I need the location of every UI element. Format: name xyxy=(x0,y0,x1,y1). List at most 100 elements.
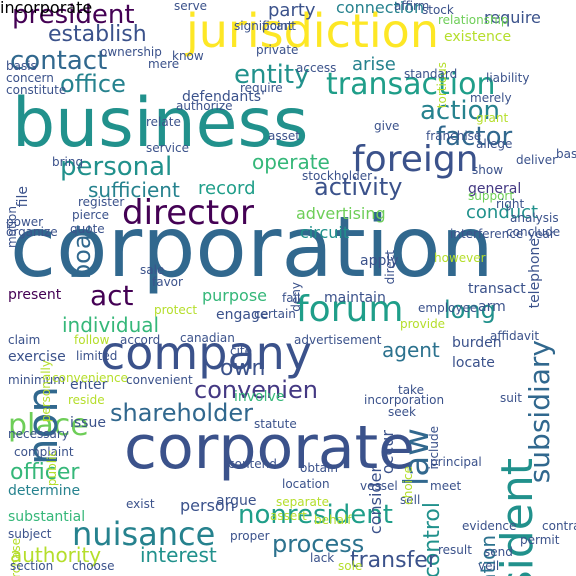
word-affidavit: affidavit xyxy=(490,329,540,343)
word-public: public xyxy=(45,450,59,487)
word-long: long xyxy=(444,296,496,324)
word-file: file xyxy=(15,186,31,208)
word-accord: accord xyxy=(120,333,161,347)
word-determine: determine xyxy=(8,483,81,499)
word-canadian: canadian xyxy=(180,331,235,345)
word-certain: certain xyxy=(254,307,296,321)
word-personally: personally xyxy=(39,360,53,423)
word-fail: fail xyxy=(282,291,301,305)
word-behalf: behalf xyxy=(314,513,352,527)
word-apply: apply xyxy=(360,253,399,269)
word-jurisdiction: jurisdiction xyxy=(186,4,439,58)
word-follow: follow xyxy=(74,333,110,347)
word-favor: favor xyxy=(152,275,183,289)
word-circuit: circuit xyxy=(300,223,350,242)
word-president: president xyxy=(12,0,135,30)
word-nuisance: nuisance xyxy=(72,515,216,553)
word-forum: forum xyxy=(296,289,404,330)
word-engage: engage xyxy=(216,307,269,323)
word-know: know xyxy=(172,49,204,63)
word-connection: connection xyxy=(336,0,425,17)
word-party: party xyxy=(268,0,316,21)
word-deliver: deliver xyxy=(516,153,558,167)
word-convenience: convenience xyxy=(52,371,128,385)
word-year: year xyxy=(528,227,555,241)
word-significant: significant xyxy=(234,19,296,33)
word-evidence: evidence xyxy=(462,519,517,533)
word-however: however xyxy=(434,251,486,265)
word-general: general xyxy=(468,181,522,197)
word-corporate: corporate xyxy=(124,413,416,483)
word-ownership: ownership xyxy=(100,45,162,59)
word-affirm: affirm xyxy=(394,0,430,13)
word-pierce: pierce xyxy=(72,208,109,222)
word-present: present xyxy=(8,287,62,303)
word-take: take xyxy=(398,383,424,397)
word-transfer: transfer xyxy=(350,548,437,573)
word-result: result xyxy=(438,543,472,557)
word-liability: liability xyxy=(486,71,530,85)
word-contract: contract xyxy=(542,519,576,533)
word-arm: arm xyxy=(478,299,506,315)
word-director: director xyxy=(122,193,254,233)
word-support: support xyxy=(468,189,515,203)
word-relate: relate xyxy=(146,115,181,129)
word-require-small: require xyxy=(240,81,283,95)
word-quote: quote xyxy=(70,222,105,236)
word-asset: asset xyxy=(268,129,300,143)
word-complaint: complaint xyxy=(14,445,74,459)
word-issue: issue xyxy=(70,415,106,431)
word-provide: provide xyxy=(400,317,446,331)
word-contend: contend xyxy=(228,457,277,471)
word-arise: arise xyxy=(352,54,396,75)
word-location: location xyxy=(282,477,330,491)
word-point: point xyxy=(262,19,293,33)
word-foreign: foreign xyxy=(352,139,479,180)
word-suit: suit xyxy=(500,391,522,405)
word-obtain: obtain xyxy=(300,461,338,475)
word-agent: agent xyxy=(382,338,440,362)
word-convenient: convenient xyxy=(126,373,193,387)
word-basis: basis xyxy=(6,59,37,73)
word-process: process xyxy=(272,530,365,558)
word-grant: grant xyxy=(476,111,509,125)
word-purpose: purpose xyxy=(202,286,267,305)
word-right: right xyxy=(496,197,525,211)
word-service: service xyxy=(146,141,189,155)
word-locate: locate xyxy=(452,355,495,371)
word-meet: meet xyxy=(430,479,462,493)
word-enter: enter xyxy=(70,377,108,393)
word-maintain: maintain xyxy=(324,290,386,306)
word-seek: seek xyxy=(388,405,416,419)
word-power: power xyxy=(6,215,44,229)
word-sole: sole xyxy=(338,559,363,573)
word-reside: reside xyxy=(68,393,105,407)
word-argue: argue xyxy=(216,493,257,509)
word-sale: sale xyxy=(140,263,165,277)
word-operate: operate xyxy=(252,150,330,174)
word-separate: separate xyxy=(276,495,329,509)
word-existence: existence xyxy=(444,29,512,45)
word-choose: choose xyxy=(72,559,115,573)
word-action: action xyxy=(420,96,501,126)
word-veil: veil xyxy=(478,559,500,573)
word-defendants: defendants' xyxy=(182,89,265,105)
word-interest: interest xyxy=(140,543,217,567)
word-subsidiary: subsidiary xyxy=(523,340,556,484)
word-give: give xyxy=(374,119,400,133)
word-record: record xyxy=(198,178,256,199)
word-company: company xyxy=(100,326,313,380)
word-relationship: relationship xyxy=(438,13,509,27)
word-stock: stock xyxy=(422,3,454,17)
word-constitute: constitute xyxy=(6,83,67,97)
word-convenien: convenien xyxy=(194,376,318,404)
word-exist: exist xyxy=(126,497,155,511)
word-act: act xyxy=(90,279,134,312)
word-require: require xyxy=(484,8,541,27)
word-incorporation: incorporation xyxy=(364,393,445,407)
word-vessel: vessel xyxy=(360,479,398,493)
word-occur: occur xyxy=(378,430,397,475)
word-establish: establish xyxy=(48,22,147,47)
word-mere: mere xyxy=(148,57,180,71)
word-shareholder: shareholder xyxy=(110,399,253,427)
